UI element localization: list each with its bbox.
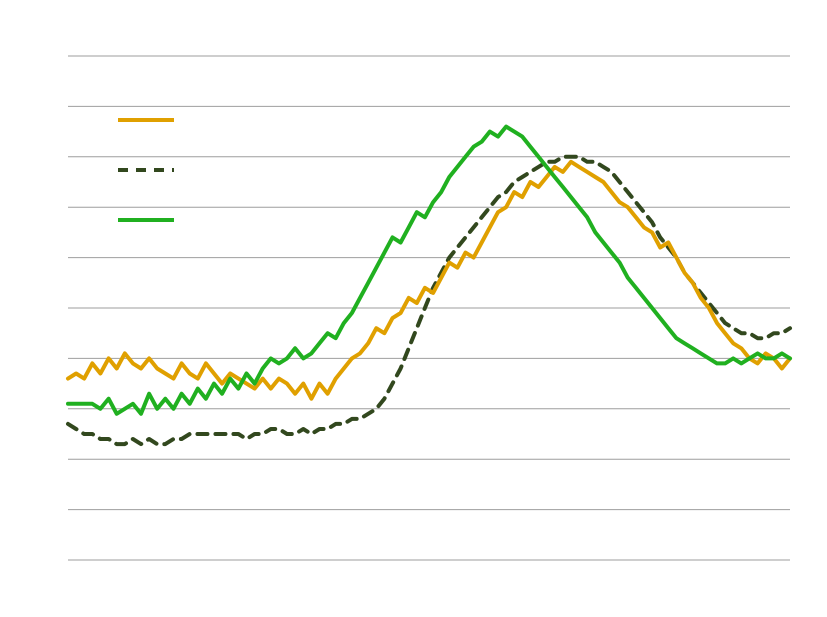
chart-svg: [0, 0, 827, 617]
line-chart: [0, 0, 827, 617]
